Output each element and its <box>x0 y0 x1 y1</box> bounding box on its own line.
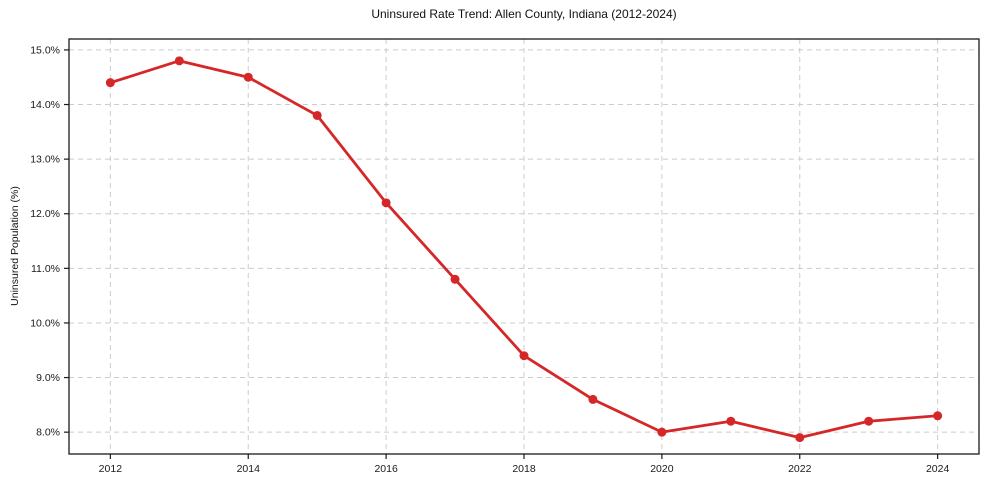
data-point-marker <box>519 351 529 361</box>
data-point-marker <box>105 78 115 88</box>
chart-title: Uninsured Rate Trend: Allen County, Indi… <box>371 7 677 21</box>
x-tick-label: 2014 <box>237 463 261 475</box>
y-tick-label: 11.0% <box>31 263 60 275</box>
y-tick-label: 9.0% <box>36 372 60 384</box>
data-point-marker <box>174 56 184 66</box>
data-point-marker <box>864 416 874 426</box>
y-tick-label: 12.0% <box>30 208 60 220</box>
x-tick-label: 2018 <box>512 463 536 475</box>
y-tick-label: 15.0% <box>30 44 60 56</box>
y-tick-label: 10.0% <box>30 317 60 329</box>
x-tick-label: 2016 <box>374 463 398 475</box>
x-tick-label: 2012 <box>99 463 123 475</box>
data-point-marker <box>726 416 736 426</box>
data-point-marker <box>381 198 391 208</box>
y-tick-label: 8.0% <box>36 427 60 439</box>
y-tick-label: 14.0% <box>30 99 60 111</box>
data-point-marker <box>588 394 598 404</box>
x-tick-label: 2020 <box>650 463 674 475</box>
data-point-marker <box>933 411 943 421</box>
x-tick-label: 2022 <box>788 463 812 475</box>
y-tick-label: 13.0% <box>30 154 60 166</box>
data-point-marker <box>243 72 253 82</box>
data-point-marker <box>657 427 667 437</box>
data-point-marker <box>312 110 322 120</box>
data-point-marker <box>450 274 460 284</box>
data-point-marker <box>795 433 805 443</box>
x-tick-label: 2024 <box>926 463 950 475</box>
